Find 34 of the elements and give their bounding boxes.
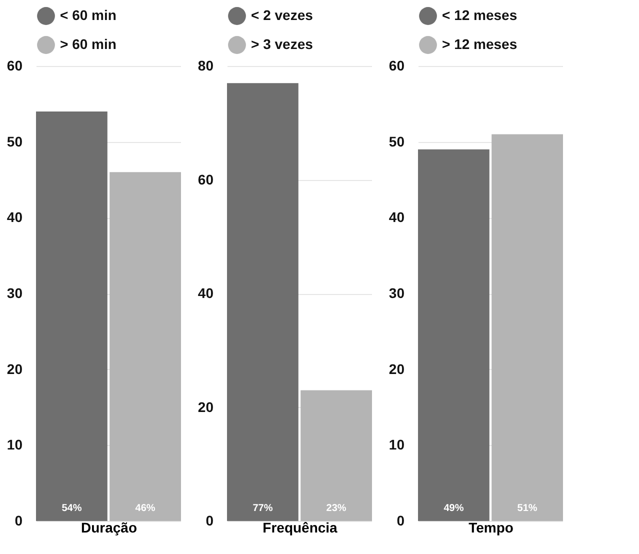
legend-label: < 12 meses: [442, 7, 518, 23]
y-tick-label: 0: [396, 512, 405, 528]
y-tick-label: 20: [388, 360, 405, 377]
legend-label: < 60 min: [60, 7, 116, 23]
y-tick-label: 0: [14, 512, 23, 528]
legend-label: > 3 vezes: [251, 36, 314, 52]
legend-label: < 2 vezes: [251, 7, 314, 23]
x-axis-title: Tempo: [468, 520, 514, 536]
y-tick-label: 20: [6, 360, 23, 377]
y-tick-label: 60: [198, 171, 214, 188]
data-label: 77%: [252, 503, 273, 514]
data-label: 51%: [517, 503, 538, 514]
x-axis-title: Duração: [80, 520, 138, 536]
y-tick-label: 50: [6, 133, 23, 150]
y-tick-label: 60: [6, 58, 23, 74]
y-tick-label: 30: [6, 285, 23, 301]
data-label: 49%: [444, 503, 464, 514]
y-tick-label: 50: [388, 133, 405, 150]
y-tick-label: 40: [388, 209, 405, 226]
y-tick-label: 40: [6, 209, 23, 226]
y-tick-label: 20: [198, 398, 214, 415]
y-tick-label: 30: [388, 285, 405, 301]
y-tick-label: 0: [206, 512, 214, 528]
y-tick-label: 10: [6, 436, 23, 453]
data-label: 54%: [62, 503, 82, 514]
legend-label: > 60 min: [60, 36, 116, 52]
x-axis-title: Frequência: [262, 520, 338, 536]
y-tick-label: 60: [388, 58, 405, 74]
y-tick-label: 40: [198, 285, 214, 301]
y-tick-label: 80: [198, 58, 214, 74]
data-label: 23%: [326, 503, 346, 514]
legend-label: > 12 meses: [442, 36, 518, 52]
y-tick-label: 10: [388, 436, 405, 453]
data-label: 46%: [135, 503, 156, 514]
